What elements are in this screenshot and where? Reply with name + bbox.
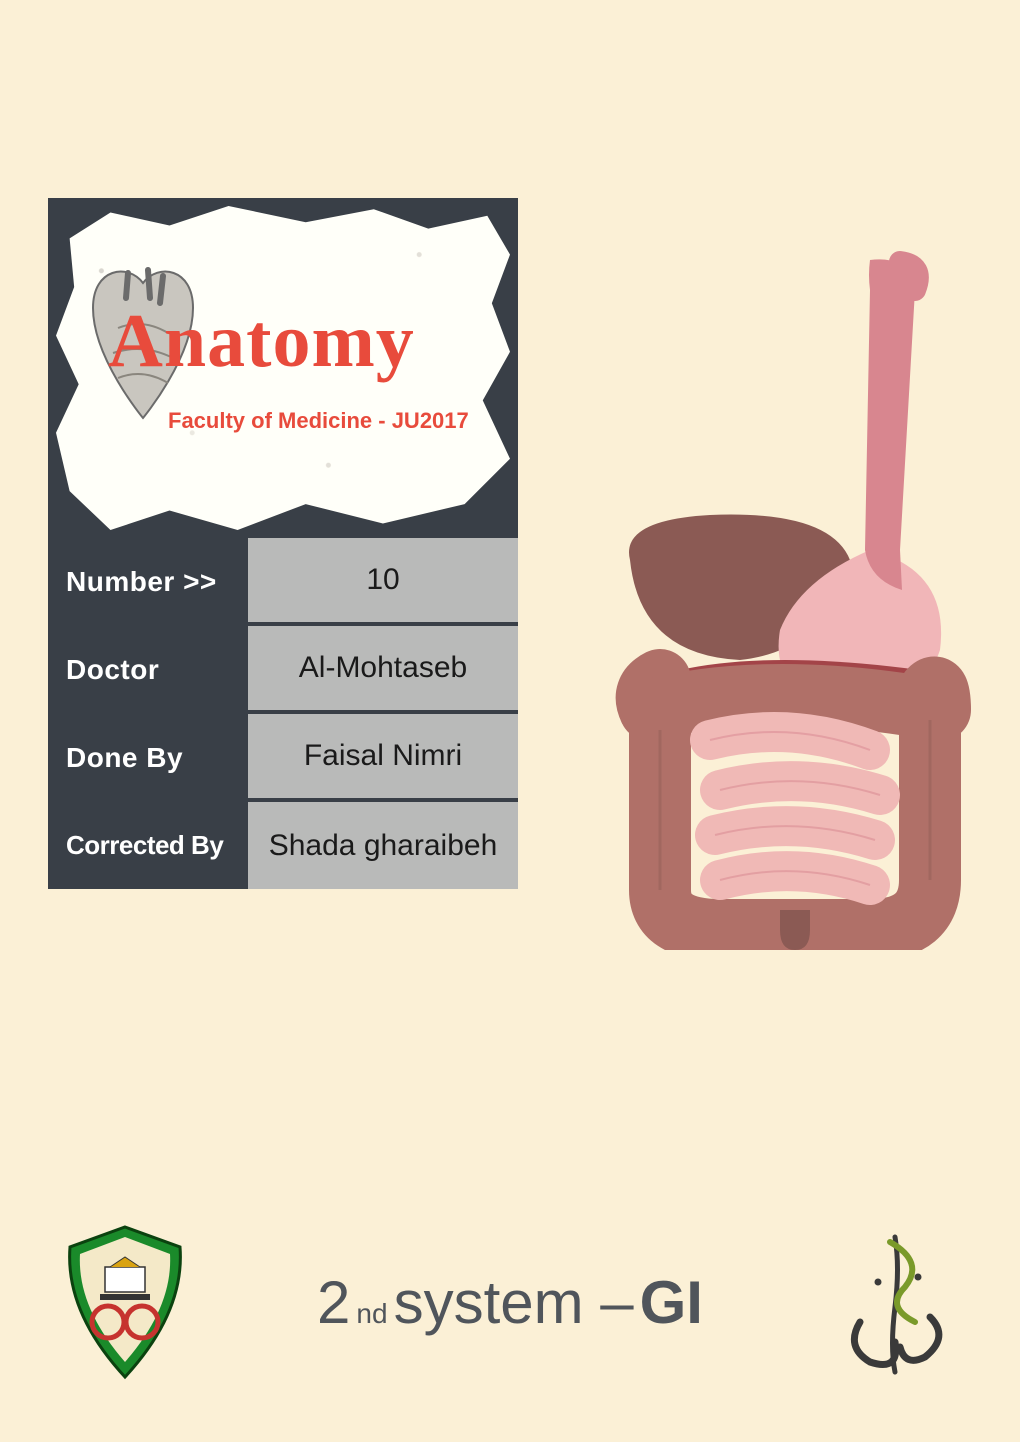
info-row-correctedby: Corrected By Shada gharaibeh bbox=[48, 802, 518, 889]
label-number: Number >> bbox=[48, 538, 248, 626]
label-doneby: Done By bbox=[48, 714, 248, 802]
footer: 2nd system – GI bbox=[0, 1222, 1020, 1382]
card-header: Anatomy Faculty of Medicine - JU2017 bbox=[48, 198, 518, 538]
info-row-number: Number >> 10 bbox=[48, 538, 518, 626]
info-row-doctor: Doctor Al-Mohtaseb bbox=[48, 626, 518, 714]
university-shield-icon bbox=[60, 1222, 190, 1382]
value-doctor: Al-Mohtaseb bbox=[248, 626, 518, 714]
system-abbrev: GI bbox=[640, 1268, 703, 1337]
ordinal-suffix: nd bbox=[356, 1298, 387, 1330]
system-title: 2nd system – GI bbox=[317, 1268, 703, 1337]
course-title: Anatomy bbox=[108, 298, 415, 385]
info-row-doneby: Done By Faisal Nimri bbox=[48, 714, 518, 802]
info-grid: Number >> 10 Doctor Al-Mohtaseb Done By … bbox=[48, 538, 518, 889]
calligraphy-icon bbox=[830, 1227, 960, 1377]
value-number: 10 bbox=[248, 538, 518, 626]
value-doneby: Faisal Nimri bbox=[248, 714, 518, 802]
info-card: Anatomy Faculty of Medicine - JU2017 Num… bbox=[48, 198, 518, 889]
course-subtitle: Faculty of Medicine - JU2017 bbox=[168, 408, 469, 434]
label-doctor: Doctor bbox=[48, 626, 248, 714]
value-correctedby: Shada gharaibeh bbox=[248, 802, 518, 889]
label-correctedby: Corrected By bbox=[48, 802, 248, 889]
gi-system-icon bbox=[570, 250, 980, 950]
system-mid: system – bbox=[394, 1268, 634, 1337]
system-number: 2 bbox=[317, 1268, 350, 1337]
